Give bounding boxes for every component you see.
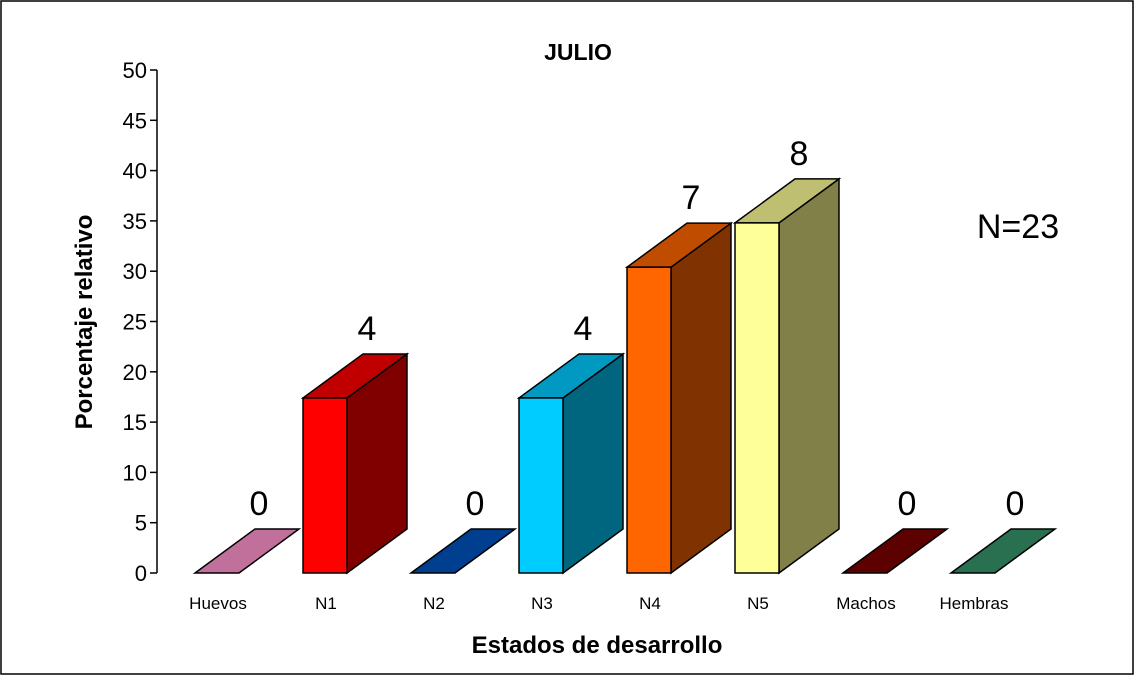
bar-n2: 0 N2 bbox=[408, 485, 518, 613]
data-label-machos: 0 bbox=[898, 485, 917, 523]
bar-n5: 8 N5 bbox=[732, 135, 842, 613]
data-label-n5: 8 bbox=[790, 135, 809, 173]
category-label-machos: Machos bbox=[836, 594, 896, 613]
bar-side bbox=[670, 221, 732, 575]
y-axis-ticks: 0 5 10 15 20 25 30 35 40 45 50 bbox=[123, 58, 157, 586]
x-axis-label: Estados de desarrollo bbox=[472, 632, 723, 659]
category-label-huevos: Huevos bbox=[189, 594, 247, 613]
y-tick-label: 15 bbox=[123, 410, 147, 435]
bar-front bbox=[302, 397, 348, 574]
data-label-n2: 0 bbox=[466, 485, 485, 523]
y-tick-label: 50 bbox=[123, 58, 147, 83]
bar-flat bbox=[948, 528, 1058, 574]
bar-n1: 4 N1 bbox=[300, 310, 410, 613]
y-tick-label: 45 bbox=[123, 108, 147, 133]
bar-flat bbox=[840, 528, 950, 574]
y-tick-label: 10 bbox=[123, 460, 147, 485]
chart-title: JULIO bbox=[544, 39, 612, 65]
y-axis-label: Porcentaje relativo bbox=[71, 215, 98, 430]
y-tick-label: 25 bbox=[123, 310, 147, 335]
bar-huevos: 0 Huevos bbox=[189, 485, 302, 613]
data-label-n3: 4 bbox=[574, 310, 593, 348]
y-tick-label: 0 bbox=[135, 561, 147, 586]
category-label-n2: N2 bbox=[423, 594, 445, 613]
bar-n3: 4 N3 bbox=[516, 310, 626, 613]
category-label-n3: N3 bbox=[531, 594, 553, 613]
y-tick-label: 20 bbox=[123, 360, 147, 385]
bars: 0 Huevos 4 N1 0 N2 4 N3 7 N4 8 N5 0 Machos 0 Hembras bbox=[189, 135, 1058, 613]
data-label-n4: 7 bbox=[682, 179, 701, 217]
y-tick-label: 40 bbox=[123, 159, 147, 184]
category-label-n5: N5 bbox=[747, 594, 769, 613]
bar-n4: 7 N4 bbox=[624, 179, 734, 613]
bar-front bbox=[518, 397, 564, 574]
y-tick-label: 30 bbox=[123, 259, 147, 284]
bar-flat bbox=[192, 528, 302, 574]
bar-side bbox=[778, 177, 840, 575]
category-label-n1: N1 bbox=[315, 594, 337, 613]
y-tick-label: 5 bbox=[135, 511, 147, 536]
y-tick-label: 35 bbox=[123, 209, 147, 234]
data-label-hembras: 0 bbox=[1006, 485, 1025, 523]
bar-hembras: 0 Hembras bbox=[940, 485, 1058, 613]
bar-front bbox=[626, 266, 672, 574]
category-label-n4: N4 bbox=[639, 594, 661, 613]
sample-size-annotation: N=23 bbox=[977, 208, 1059, 246]
data-label-huevos: 0 bbox=[250, 485, 269, 523]
bar-flat bbox=[408, 528, 518, 574]
bar-front bbox=[734, 222, 780, 574]
category-label-hembras: Hembras bbox=[940, 594, 1009, 613]
data-label-n1: 4 bbox=[358, 310, 377, 348]
bar-machos: 0 Machos bbox=[836, 485, 950, 613]
